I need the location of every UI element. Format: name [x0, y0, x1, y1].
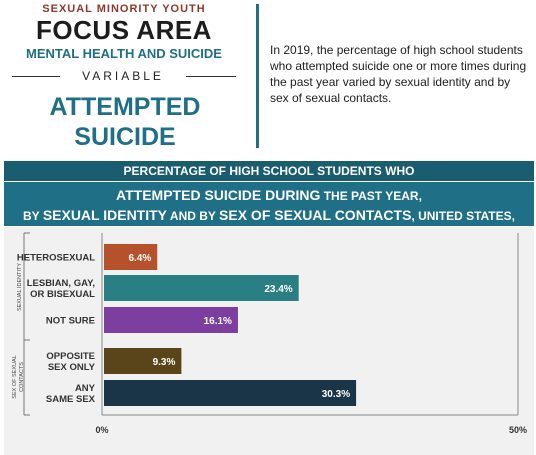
variable-rule-right — [186, 76, 236, 77]
x-tick-label: 0% — [95, 425, 108, 435]
category-label: SAME SEX — [46, 394, 96, 405]
variable-label: VARIABLE — [82, 69, 164, 83]
page-title: ATTEMPTED SUICIDE — [14, 92, 236, 152]
brand-topic: MENTAL HEALTH AND SUICIDE — [26, 46, 222, 61]
x-tick-label: 50% — [509, 425, 527, 435]
chart-panel — [4, 227, 534, 455]
brand-focus-area: FOCUS AREA — [36, 15, 212, 45]
page-title-line2: SUICIDE — [74, 123, 176, 151]
category-label: HETEROSEXUAL — [17, 253, 95, 264]
chart-title-rest-1: THE PAST YEAR, — [320, 189, 422, 203]
bar-0 — [104, 244, 158, 270]
bar-value-label: 23.4% — [264, 284, 292, 295]
category-label: SEX ONLY — [48, 362, 96, 373]
chart-title-block: ATTEMPTED SUICIDE DURING THE PAST YEAR, … — [4, 182, 534, 241]
group-label-sexual-identity: SEXUAL IDENTITY — [17, 263, 23, 311]
category-label: NOT SURE — [46, 316, 95, 327]
chart-title-t2: AND BY — [167, 209, 220, 223]
bar-value-label: 9.3% — [153, 357, 176, 368]
chart-title-bar: PERCENTAGE OF HIGH SCHOOL STUDENTS WHO — [4, 161, 534, 181]
page-title-line1: ATTEMPTED — [49, 93, 201, 121]
chart-title-emph-1: ATTEMPTED SUICIDE DURING — [116, 187, 321, 203]
bar-value-label: 30.3% — [322, 389, 350, 400]
category-label: OPPOSITE — [46, 351, 95, 362]
category-label: ANY — [75, 383, 96, 394]
chart-title-emph-3: SEX OF SEXUAL CONTACTS — [219, 207, 412, 223]
bar-1 — [104, 275, 299, 301]
bar-chart: SEXUAL IDENTITY SEX OF SEXUAL CONTACTS 6.4%… — [12, 232, 527, 435]
group-label-sex-contacts-line: SEX OF SEXUAL — [12, 355, 18, 398]
bar-value-label: 16.1% — [204, 316, 232, 327]
header-divider — [256, 4, 259, 148]
summary-text: In 2019, the percentage of high school s… — [270, 43, 527, 105]
chart-title-line2: ATTEMPTED SUICIDE DURING THE PAST YEAR, — [4, 182, 534, 206]
bar-3 — [104, 348, 182, 374]
chart-title-t1: BY — [23, 209, 43, 223]
category-label: LESBIAN, GAY, — [27, 278, 95, 289]
bar-4 — [104, 380, 357, 406]
variable-rule-left — [12, 76, 60, 77]
group-label-sex-contacts-line: CONTACTS — [19, 362, 25, 392]
brand-line: SEXUAL MINORITY YOUTH — [42, 3, 206, 15]
bar-value-label: 6.4% — [128, 253, 151, 264]
category-label: OR BISEXUAL — [30, 289, 95, 300]
bar-2 — [104, 307, 238, 333]
chart-title-emph-2: SEXUAL IDENTITY — [42, 207, 168, 223]
